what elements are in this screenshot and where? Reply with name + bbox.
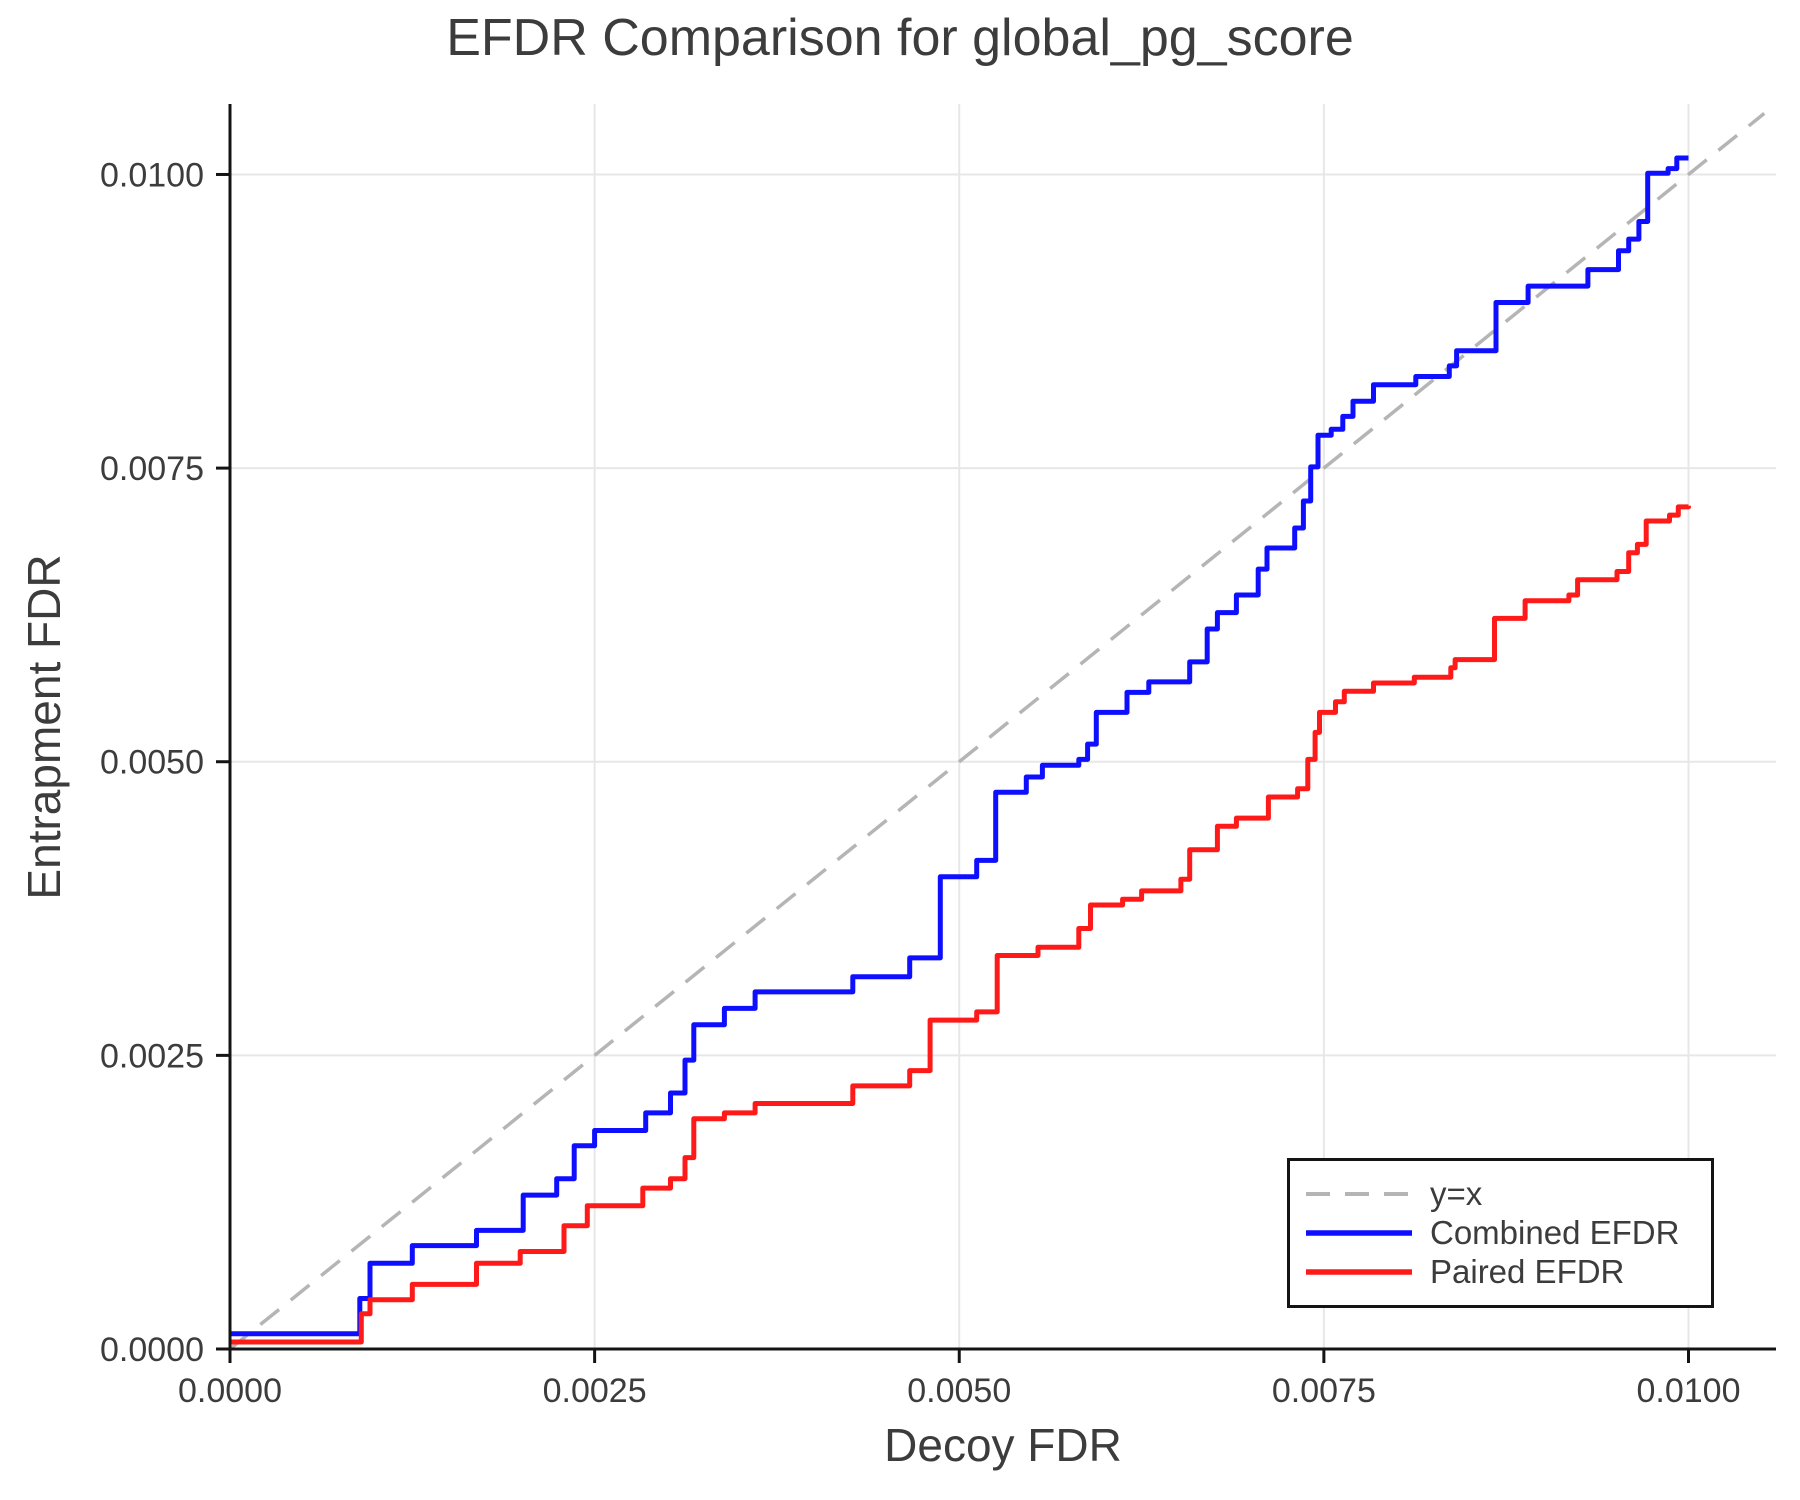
blue-line-sample <box>1306 1229 1412 1236</box>
legend-label-combined-efdr: Combined EFDR <box>1430 1214 1680 1251</box>
x-tick-label: 0.0050 <box>907 1372 1011 1410</box>
y-tick-label: 0.0025 <box>100 1037 204 1075</box>
y-tick-label: 0.0100 <box>100 156 204 194</box>
y-tick-label: 0.0050 <box>100 744 204 782</box>
series-paired-efdr <box>230 504 1691 1345</box>
chart-legend: y=x Combined EFDR Paired EFDR <box>1287 1158 1714 1308</box>
x-axis-label: Decoy FDR <box>884 1419 1122 1471</box>
legend-label-identity: y=x <box>1430 1175 1483 1212</box>
series <box>228 112 1766 1351</box>
y-axis-label: Entrapment FDR <box>18 554 70 900</box>
tick-labels: 0.0000 0.0025 0.0050 0.0075 0.0100 0.0000 0.00… <box>100 156 1740 1410</box>
spines <box>228 104 1776 1351</box>
y-tick-label: 0.0000 <box>100 1331 204 1369</box>
legend-item-paired-efdr: Paired EFDR <box>1306 1252 1711 1291</box>
chart-title: EFDR Comparison for global_pg_score <box>446 9 1354 67</box>
series-combined-efdr <box>230 155 1689 1337</box>
x-tick-label: 0.0025 <box>543 1372 647 1410</box>
axis-ticks <box>216 172 1690 1363</box>
x-tick-label: 0.0100 <box>1636 1372 1740 1410</box>
legend-item-combined-efdr: Combined EFDR <box>1306 1213 1711 1252</box>
series-y-x <box>228 112 1766 1351</box>
y-tick-label: 0.0075 <box>100 450 204 488</box>
red-line-sample <box>1306 1268 1412 1275</box>
legend-label-paired-efdr: Paired EFDR <box>1430 1253 1625 1290</box>
dashed-line-sample <box>1306 1191 1412 1196</box>
legend-item-identity: y=x <box>1306 1174 1711 1213</box>
x-tick-label: 0.0000 <box>178 1372 282 1410</box>
x-tick-label: 0.0075 <box>1272 1372 1376 1410</box>
